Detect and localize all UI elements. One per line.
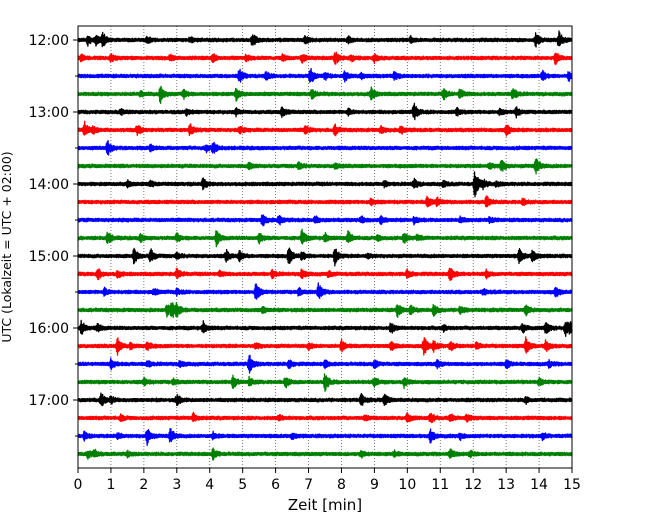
y-axis-label: UTC (Lokalzeit = UTC + 02:00): [0, 151, 14, 342]
x-tick-label-11: 11: [431, 477, 449, 493]
trace-13:12: [77, 354, 573, 374]
trace-12:56: [77, 282, 573, 300]
trace-line: [77, 319, 573, 338]
trace-line: [77, 158, 573, 175]
trace-12:04: [77, 51, 573, 66]
trace-line: [77, 247, 573, 267]
trace-12:40: [77, 214, 573, 227]
trace-12:36: [77, 195, 573, 208]
x-tick-label-8: 8: [337, 477, 346, 493]
x-tick-label-14: 14: [530, 477, 548, 493]
traces: [77, 30, 573, 461]
trace-12:48: [77, 247, 573, 267]
trace-13:00: [77, 302, 573, 319]
trace-line: [77, 228, 573, 248]
trace-13:16: [77, 373, 573, 392]
trace-12:08: [77, 67, 573, 83]
x-tick-label-12: 12: [464, 477, 482, 493]
trace-line: [77, 411, 573, 424]
trace-line: [77, 392, 573, 407]
trace-line: [77, 195, 573, 208]
trace-line: [77, 102, 573, 121]
trace-line: [77, 214, 573, 227]
x-tick-label-9: 9: [370, 477, 379, 493]
trace-line: [77, 373, 573, 392]
trace-13:08: [77, 336, 573, 356]
trace-12:24: [77, 139, 573, 156]
trace-12:16: [77, 102, 573, 121]
trace-12:52: [77, 267, 573, 281]
y-tick-label-14:00: 14:00: [29, 177, 69, 193]
trace-12:20: [77, 120, 573, 137]
y-tick-label-12:00: 12:00: [29, 33, 69, 49]
y-tick-label-15:00: 15:00: [29, 249, 69, 265]
trace-line: [77, 120, 573, 137]
trace-line: [77, 336, 573, 356]
x-axis-ticks: 0 1 2 3 4 5 6 7 8 9 10 11 12 13 14 15: [74, 468, 581, 493]
trace-line: [77, 30, 573, 48]
y-tick-label-17:00: 17:00: [29, 393, 69, 409]
trace-13:20: [77, 392, 573, 407]
trace-line: [77, 51, 573, 66]
x-tick-label-0: 0: [74, 477, 83, 493]
y-axis-ticks: 12:00 13:00 14:00 15:00 16:00 17:00: [29, 33, 78, 437]
trace-line: [77, 302, 573, 319]
trace-12:12: [77, 85, 573, 104]
trace-13:24: [77, 411, 573, 424]
trace-13:04: [77, 319, 573, 338]
x-tick-label-1: 1: [106, 477, 115, 493]
x-tick-label-5: 5: [238, 477, 247, 493]
trace-line: [77, 85, 573, 104]
trace-12:00: [77, 30, 573, 48]
y-tick-label-13:00: 13:00: [29, 105, 69, 121]
trace-line: [77, 427, 573, 447]
trace-line: [77, 139, 573, 156]
x-axis-label: Zeit [min]: [288, 496, 362, 514]
trace-line: [77, 354, 573, 374]
trace-12:28: [77, 158, 573, 175]
trace-line: [77, 282, 573, 300]
x-tick-label-7: 7: [304, 477, 313, 493]
trace-line: [77, 267, 573, 281]
x-tick-label-4: 4: [205, 477, 214, 493]
trace-line: [77, 171, 573, 198]
trace-line: [77, 67, 573, 83]
trace-12:44: [77, 228, 573, 248]
trace-13:32: [77, 447, 573, 461]
y-tick-label-16:00: 16:00: [29, 321, 69, 337]
x-tick-label-15: 15: [563, 477, 581, 493]
x-tick-label-10: 10: [398, 477, 416, 493]
trace-line: [77, 447, 573, 461]
x-tick-label-13: 13: [497, 477, 515, 493]
x-tick-label-3: 3: [172, 477, 181, 493]
trace-12:32: [77, 171, 573, 198]
plot-frame: [77, 25, 573, 469]
x-tick-label-6: 6: [271, 477, 280, 493]
trace-13:28: [77, 427, 573, 447]
x-tick-label-2: 2: [139, 477, 148, 493]
